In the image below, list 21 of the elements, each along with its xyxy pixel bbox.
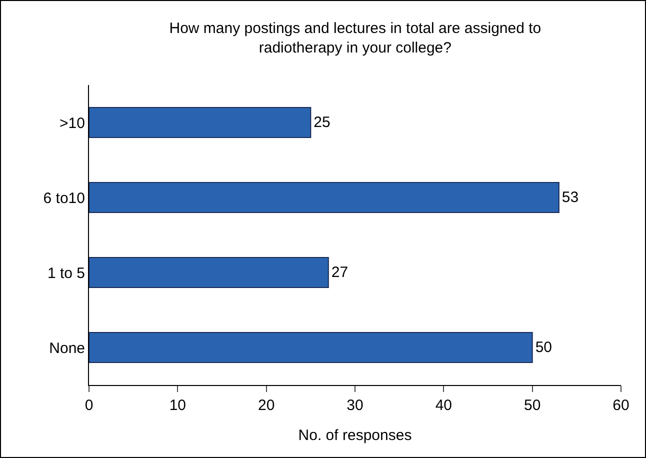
x-tick-label: 0 — [84, 397, 94, 414]
data-label: 50 — [535, 339, 552, 356]
y-tick-label: None — [49, 340, 85, 357]
x-tick-label: 40 — [435, 397, 452, 414]
bar — [89, 182, 560, 213]
bar — [89, 257, 329, 288]
y-tick-label: >10 — [60, 114, 85, 132]
x-tick-label: 60 — [612, 397, 630, 414]
bar — [89, 332, 533, 363]
y-tick-label: 1 to 5 — [47, 264, 85, 282]
x-tick-label: 10 — [169, 397, 186, 414]
x-tick-label: 50 — [524, 397, 541, 414]
bar — [89, 107, 312, 138]
chart-title: How many postings and lectures in total are assigned to radiotherapy in your college? — [169, 20, 542, 56]
x-tick-label: 30 — [346, 397, 364, 414]
data-label: 25 — [314, 114, 330, 131]
data-label: 53 — [562, 189, 579, 206]
data-label: 27 — [331, 264, 348, 281]
x-tick-label: 20 — [258, 397, 275, 414]
y-tick-label: 6 to10 — [43, 190, 85, 207]
x-axis-title: No. of responses — [298, 427, 412, 444]
